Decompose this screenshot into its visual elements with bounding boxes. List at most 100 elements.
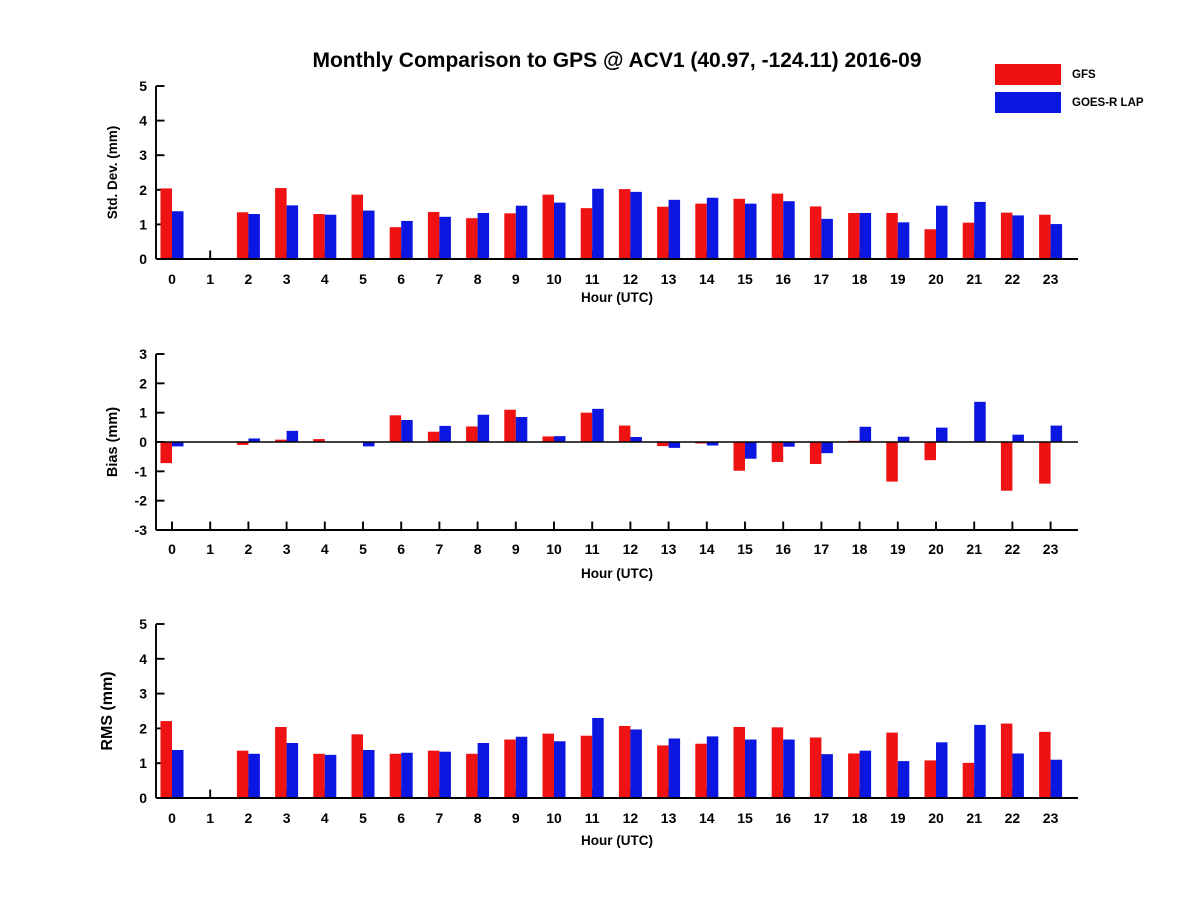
bar-goes-r-lap (592, 717, 604, 798)
bar-gfs (618, 725, 631, 798)
x-tick-label: 4 (321, 810, 329, 826)
bar-goes-r-lap (439, 425, 451, 442)
bar-gfs (886, 442, 898, 482)
bar-gfs (848, 212, 860, 259)
x-tick-label: 13 (661, 810, 677, 826)
bar-gfs (695, 203, 707, 259)
x-tick-label: 5 (359, 271, 367, 287)
x-tick-label: 13 (661, 541, 677, 557)
bar-goes-r-lap (248, 753, 260, 798)
x-tick-label: 16 (775, 541, 791, 557)
x-tick-label: 1 (206, 810, 214, 826)
bar-goes-r-lap (554, 436, 566, 442)
bar-gfs (657, 442, 669, 447)
x-tick-label: 16 (775, 271, 791, 287)
bar-goes-r-lap (783, 201, 795, 259)
bar-goes-r-lap (477, 414, 490, 442)
x-tick-label: 21 (966, 810, 982, 826)
bar-goes-r-lap (401, 752, 413, 798)
bar-goes-r-lap (477, 743, 490, 798)
y-tick-label: 5 (139, 78, 147, 94)
x-tick-label: 14 (699, 810, 715, 826)
bar-gfs (236, 442, 249, 445)
bar-goes-r-lap (668, 442, 681, 448)
bar-gfs (236, 750, 249, 798)
x-tick-label: 3 (283, 271, 291, 287)
y-tick-label: -1 (135, 463, 148, 479)
bar-gfs (466, 426, 478, 442)
x-tick-label: 17 (814, 541, 830, 557)
bar-gfs (771, 727, 784, 798)
legend-label-gfs: GFS (1072, 68, 1096, 81)
x-axis-label: Hour (UTC) (581, 290, 653, 305)
x-tick-label: 17 (814, 271, 830, 287)
x-tick-label: 14 (699, 271, 715, 287)
y-tick-label: 3 (139, 346, 147, 362)
bar-goes-r-lap (324, 214, 337, 259)
bar-gfs (351, 194, 363, 259)
bar-goes-r-lap (706, 442, 719, 446)
x-tick-label: 23 (1043, 810, 1059, 826)
bar-goes-r-lap (401, 220, 413, 259)
bar-gfs (1039, 442, 1051, 484)
y-tick-label: 2 (139, 720, 147, 736)
bar-gfs (1000, 442, 1013, 491)
bar-gfs (962, 222, 975, 259)
legend-label-goes-r-lap: GOES-R LAP (1072, 96, 1144, 109)
bar-gfs (466, 753, 478, 798)
bar-goes-r-lap (1050, 224, 1063, 259)
x-axis-label: Hour (UTC) (581, 833, 653, 848)
x-tick-label: 21 (966, 541, 982, 557)
y-tick-label: 0 (139, 251, 147, 267)
bar-goes-r-lap (936, 742, 948, 798)
x-tick-label: 7 (436, 541, 444, 557)
x-tick-label: 6 (397, 271, 405, 287)
bar-gfs (504, 739, 516, 798)
bar-goes-r-lap (401, 420, 413, 442)
bar-goes-r-lap (630, 437, 642, 442)
x-tick-label: 19 (890, 541, 906, 557)
bar-gfs (275, 439, 287, 442)
x-tick-label: 5 (359, 810, 367, 826)
x-tick-label: 8 (474, 810, 482, 826)
bar-goes-r-lap (248, 438, 260, 442)
x-tick-label: 18 (852, 271, 868, 287)
x-tick-label: 14 (699, 541, 715, 557)
bar-goes-r-lap (515, 205, 528, 259)
bar-goes-r-lap (286, 205, 299, 259)
bar-goes-r-lap (897, 222, 910, 259)
x-tick-label: 20 (928, 271, 944, 287)
x-tick-label: 18 (852, 541, 868, 557)
x-tick-label: 9 (512, 541, 520, 557)
y-tick-label: 1 (139, 216, 147, 232)
x-tick-label: 17 (814, 810, 830, 826)
bar-goes-r-lap (745, 442, 757, 459)
bar-goes-r-lap (515, 417, 528, 442)
y-axis-label: RMS (mm) (99, 671, 116, 750)
bar-gfs (1039, 731, 1051, 798)
x-tick-label: 16 (775, 810, 791, 826)
x-tick-label: 22 (1005, 271, 1021, 287)
x-tick-label: 10 (546, 271, 562, 287)
bar-goes-r-lap (286, 430, 299, 442)
x-tick-label: 12 (623, 271, 639, 287)
bar-goes-r-lap (897, 436, 910, 442)
bar-goes-r-lap (821, 442, 833, 454)
x-tick-label: 20 (928, 541, 944, 557)
bar-gfs (886, 732, 898, 798)
x-tick-label: 2 (245, 541, 253, 557)
chart-title: Monthly Comparison to GPS @ ACV1 (40.97,… (312, 49, 922, 72)
bar-gfs (809, 206, 822, 259)
bar-goes-r-lap (859, 750, 872, 798)
x-tick-label: 13 (661, 271, 677, 287)
x-tick-label: 11 (585, 271, 600, 287)
bar-goes-r-lap (439, 216, 451, 259)
y-tick-label: 4 (139, 113, 147, 129)
bar-goes-r-lap (706, 197, 719, 259)
y-tick-label: 5 (139, 616, 147, 632)
y-axis-label: Std. Dev. (mm) (105, 126, 120, 220)
y-tick-label: 3 (139, 686, 147, 702)
bar-goes-r-lap (783, 739, 795, 798)
